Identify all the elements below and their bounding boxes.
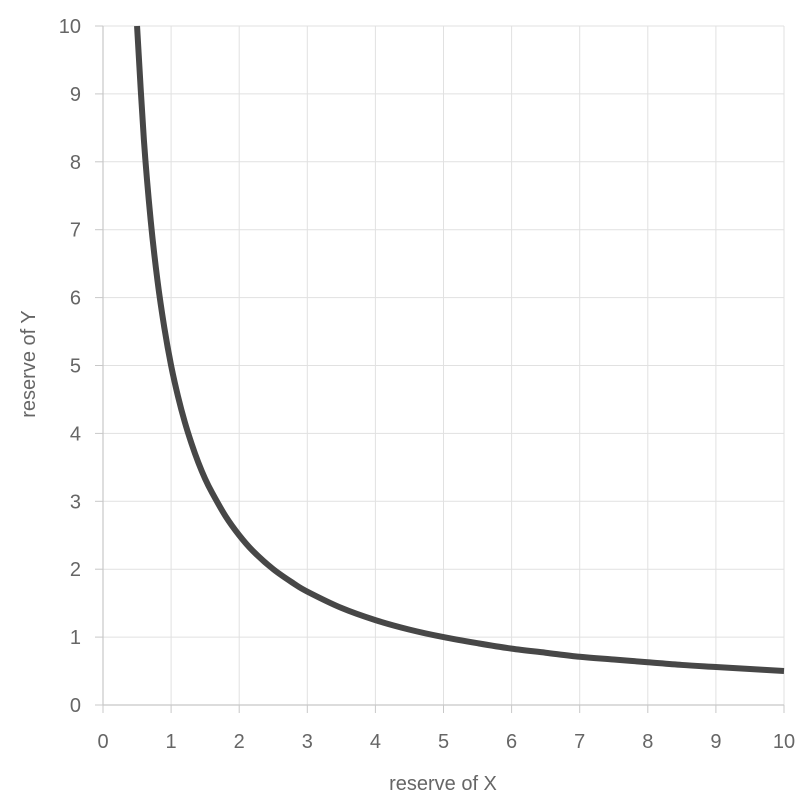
x-axis-title: reserve of X xyxy=(389,773,497,795)
y-axis-title: reserve of Y xyxy=(18,310,40,417)
x-tick-label: 5 xyxy=(438,731,449,753)
y-tick-label: 6 xyxy=(70,288,81,310)
x-tick-label: 1 xyxy=(166,731,177,753)
y-axis-ticks: 0 1 2 3 4 5 6 7 8 9 10 xyxy=(59,16,103,717)
y-tick-label: 4 xyxy=(70,423,81,445)
series-line xyxy=(134,25,785,675)
grid xyxy=(103,25,785,705)
x-tick-label: 9 xyxy=(710,731,721,753)
x-tick-label: 0 xyxy=(97,731,108,753)
y-tick-label: 2 xyxy=(70,559,81,581)
y-tick-label: 10 xyxy=(59,16,81,38)
y-tick-label: 1 xyxy=(70,627,81,649)
y-tick-label: 9 xyxy=(70,84,81,106)
x-tick-label: 3 xyxy=(302,731,313,753)
x-tick-label: 2 xyxy=(234,731,245,753)
x-axis-ticks: 0 1 2 3 4 5 6 7 8 9 10 xyxy=(97,705,795,753)
y-tick-label: 0 xyxy=(70,695,81,717)
y-tick-label: 7 xyxy=(70,220,81,242)
series-group xyxy=(134,25,785,675)
x-tick-label: 7 xyxy=(574,731,585,753)
x-tick-label: 10 xyxy=(773,731,795,753)
y-tick-label: 8 xyxy=(70,152,81,174)
y-tick-label: 5 xyxy=(70,356,81,378)
x-tick-label: 4 xyxy=(370,731,381,753)
x-tick-label: 6 xyxy=(506,731,517,753)
y-tick-label: 3 xyxy=(70,491,81,513)
x-tick-label: 8 xyxy=(642,731,653,753)
